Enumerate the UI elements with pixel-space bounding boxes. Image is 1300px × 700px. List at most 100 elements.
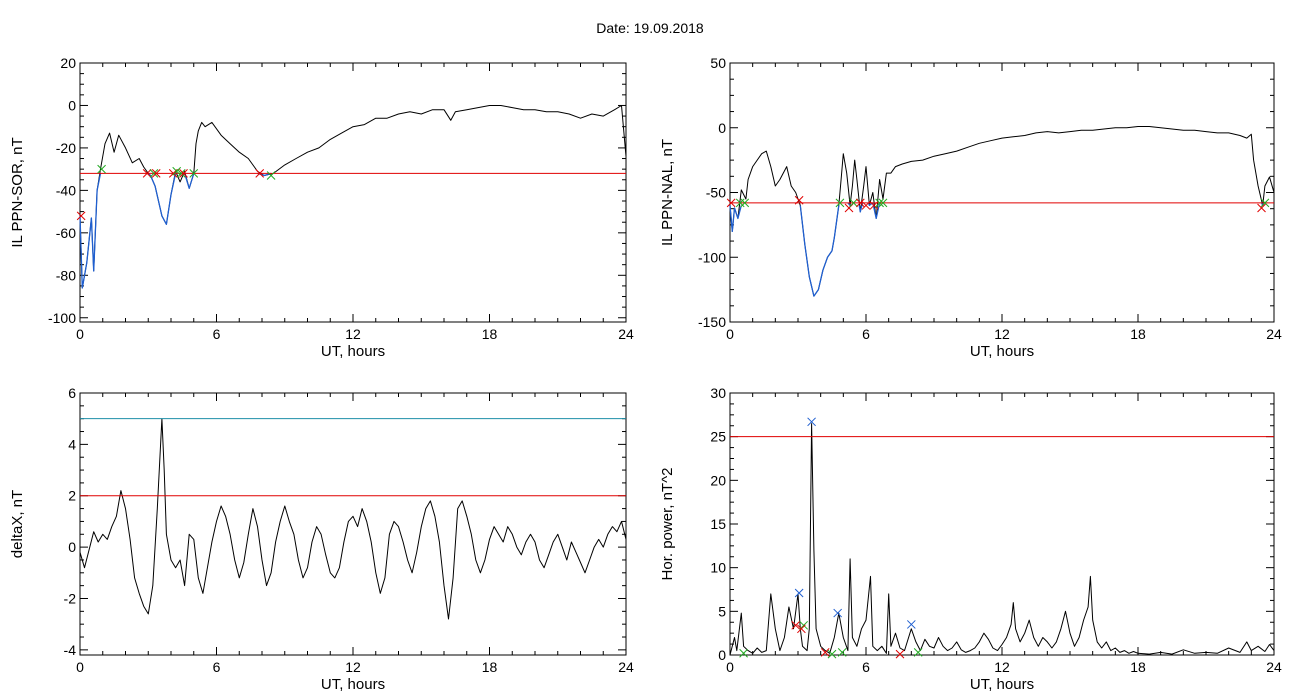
event-marker [97, 164, 106, 174]
event-marker [735, 198, 745, 208]
x-tick-label: 12 [994, 326, 1010, 342]
y-tick-label: 6 [68, 385, 76, 401]
y-tick-label: -2 [64, 590, 77, 606]
event-marker [266, 171, 276, 180]
y-tick-label: 30 [710, 385, 726, 401]
event-marker [189, 169, 199, 178]
y-axis-label: IL PPN-SOR, nT [9, 137, 26, 247]
event-marker [855, 198, 865, 208]
event-marker [76, 211, 86, 221]
y-tick-label: 4 [68, 436, 76, 452]
event-marker [875, 198, 884, 208]
x-tick-label: 6 [213, 659, 221, 675]
event-marker [849, 198, 858, 208]
y-tick-label: -80 [56, 267, 76, 283]
x-tick-label: 24 [1266, 326, 1282, 342]
x-tick-label: 0 [726, 659, 734, 675]
y-tick-label: 0 [718, 647, 726, 663]
x-tick-label: 0 [76, 659, 84, 675]
series-line [79, 105, 627, 289]
x-tick-label: 24 [1266, 659, 1282, 675]
y-tick-label: 10 [710, 560, 726, 576]
x-tick-label: 12 [994, 659, 1010, 675]
series-line [729, 126, 1275, 297]
event-marker [739, 648, 748, 658]
y-tick-label: -40 [56, 182, 76, 198]
y-axis-label: Hor. power, nT^2 [659, 468, 676, 581]
event-marker [176, 169, 186, 178]
x-axis-label: UT, hours [970, 676, 1034, 693]
y-tick-label: 2 [68, 488, 76, 504]
event-marker [142, 169, 152, 178]
plot-frame [79, 62, 627, 323]
x-tick-label: 18 [482, 659, 498, 675]
event-marker [835, 198, 845, 208]
x-tick-label: 24 [618, 326, 634, 342]
event-marker [820, 648, 830, 657]
x-tick-label: 0 [726, 326, 734, 342]
x-tick-label: 24 [618, 659, 634, 675]
event-marker [913, 648, 923, 657]
event-marker [827, 649, 837, 659]
event-marker [906, 620, 916, 629]
event-marker [726, 198, 736, 208]
event-marker [1260, 198, 1270, 208]
series-line [729, 423, 1275, 656]
y-tick-label: -150 [698, 314, 726, 330]
plot-frame [729, 62, 1275, 323]
event-marker [1257, 203, 1266, 213]
y-tick-label: -20 [56, 140, 76, 156]
x-tick-label: 18 [1130, 326, 1146, 342]
y-tick-label: 0 [68, 97, 76, 113]
series-line [79, 418, 627, 620]
x-tick-label: 12 [345, 326, 361, 342]
x-tick-label: 6 [862, 326, 870, 342]
y-tick-label: -100 [48, 310, 76, 326]
y-tick-label: 0 [68, 539, 76, 555]
panel-il-ppn-nal: 0 6 12 18 24 -150 -100 -50 0 50 UT, hours IL PPN-NA… [659, 55, 1282, 360]
y-tick-label: 50 [710, 55, 726, 71]
event-marker [837, 648, 847, 657]
x-tick-label: 18 [482, 326, 498, 342]
y-tick-label: 25 [710, 429, 726, 445]
y-tick-label: 15 [710, 516, 726, 532]
event-marker [807, 417, 816, 427]
x-axis-label: UT, hours [321, 676, 385, 693]
event-marker [179, 169, 188, 178]
event-marker [151, 169, 161, 178]
series-line [79, 172, 272, 289]
x-tick-label: 6 [862, 659, 870, 675]
event-marker [255, 169, 265, 178]
x-tick-label: 18 [1130, 659, 1146, 675]
y-tick-label: 20 [60, 55, 76, 71]
series-line [729, 202, 1265, 297]
event-marker [833, 608, 843, 618]
y-tick-label: -50 [706, 185, 726, 201]
y-tick-label: -100 [698, 249, 726, 265]
x-tick-label: 12 [345, 659, 361, 675]
event-marker [149, 169, 159, 178]
y-axis-label: IL PPN-NAL, nT [659, 139, 676, 246]
event-marker [869, 201, 879, 210]
event-marker [797, 624, 806, 634]
y-axis-label: deltaX, nT [9, 490, 26, 558]
y-tick-label: 20 [710, 472, 726, 488]
event-marker [895, 649, 905, 659]
y-tick-label: -60 [56, 225, 76, 241]
x-axis-label: UT, hours [321, 343, 385, 360]
event-marker [740, 198, 750, 208]
panel-hor-power: 0 6 12 18 24 0 5 10 15 20 25 30 UT, hours Hor. power,… [659, 385, 1282, 693]
event-marker [878, 198, 888, 208]
event-marker [794, 588, 804, 598]
x-tick-label: 6 [213, 326, 221, 342]
plot-frame [79, 392, 627, 656]
y-tick-label: -4 [64, 642, 77, 658]
y-tick-label: 5 [718, 603, 726, 619]
event-marker [172, 166, 182, 176]
x-axis-label: UT, hours [970, 343, 1034, 360]
panel-il-ppn-sor: 0 6 12 18 24 -100 -80 -60 -40 -20 0 20 UT, hours IL P… [9, 55, 634, 360]
event-marker [794, 195, 804, 205]
x-tick-label: 0 [76, 326, 84, 342]
